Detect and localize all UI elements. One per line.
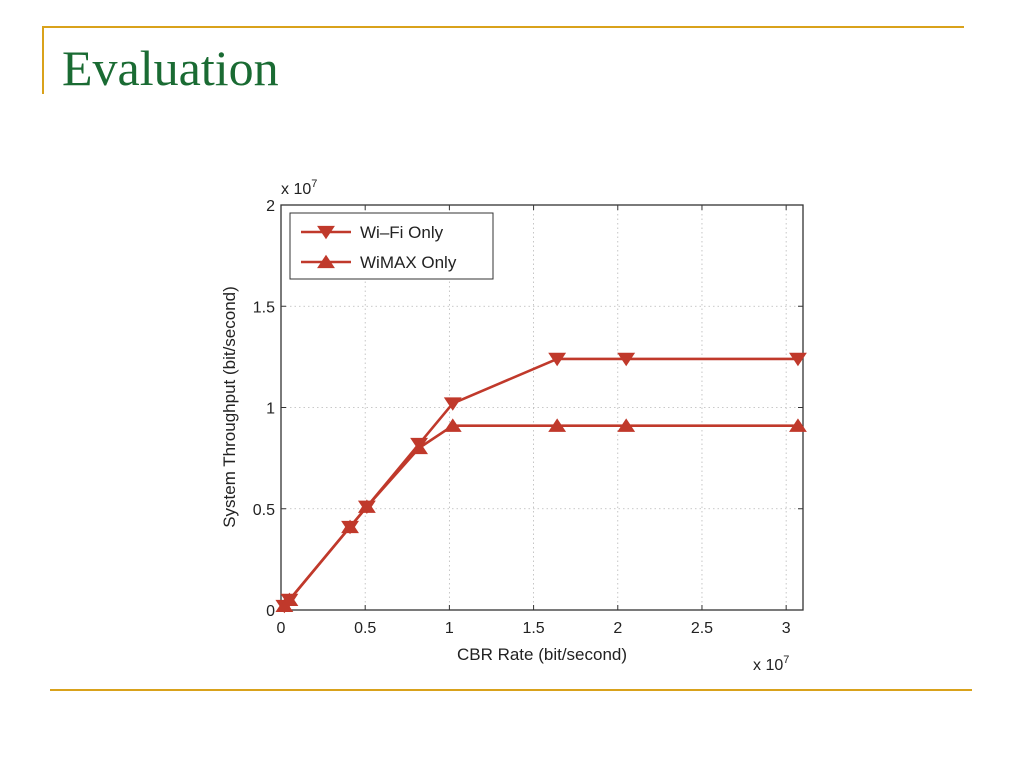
data-point-wifi [548, 352, 567, 367]
x-tick-label: 3 [782, 620, 791, 637]
data-point-wimax [410, 440, 429, 455]
slide-top-rule [42, 26, 964, 28]
data-point-wifi [617, 352, 636, 367]
data-point-wimax [341, 519, 359, 534]
x-multiplier: x 107 [753, 654, 789, 674]
y-tick-label: 0.5 [253, 502, 275, 519]
x-tick-label: 1 [445, 620, 454, 637]
throughput-chart: 0 0.5 1 1.5 2 2.5 3 0 0.5 1 1.5 2 x 107 x 107 CBR R… [220, 178, 807, 674]
legend: Wi–Fi Only WiMAX Only [289, 212, 494, 280]
legend-marker [317, 254, 335, 269]
legend-label: WiMAX Only [360, 253, 457, 272]
legend-label: Wi–Fi Only [360, 223, 444, 242]
slide-title: Evaluation [62, 40, 279, 96]
series-lines [275, 352, 807, 614]
x-tick-label: 2 [613, 620, 622, 637]
y-tick-label: 2 [266, 198, 275, 215]
y-tick-label: 1.5 [253, 299, 275, 316]
data-point-wifi [789, 352, 807, 367]
slide-bottom-rule [50, 689, 972, 691]
axis-ticks: 0 0.5 1 1.5 2 2.5 3 0 0.5 1 1.5 2 [253, 198, 803, 637]
y-multiplier: x 107 [281, 178, 317, 198]
x-tick-label: 0 [277, 620, 286, 637]
x-axis-label: CBR Rate (bit/second) [457, 645, 627, 664]
slide-left-rule [42, 26, 44, 94]
y-tick-label: 0 [266, 603, 275, 620]
data-point-wimax [617, 418, 636, 432]
data-point-wimax [443, 418, 462, 432]
data-point-wimax [548, 418, 567, 432]
legend-marker [317, 225, 335, 240]
x-tick-label: 0.5 [354, 620, 376, 637]
data-point-wimax [280, 592, 299, 606]
data-point-wifi [443, 397, 462, 411]
data-point-wimax [789, 418, 807, 432]
x-tick-label: 1.5 [522, 620, 544, 637]
x-tick-label: 2.5 [691, 620, 713, 637]
y-tick-label: 1 [266, 401, 275, 418]
data-point-wimax [357, 499, 376, 513]
y-axis-label: System Throughput (bit/second) [220, 286, 239, 528]
